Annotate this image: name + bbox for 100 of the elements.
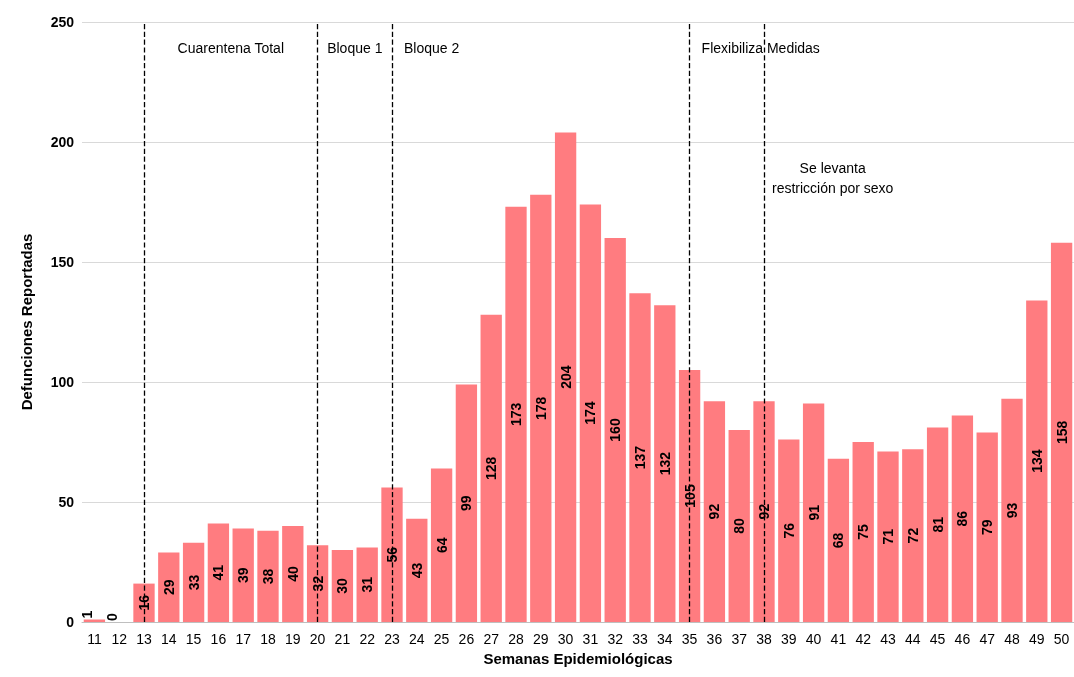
data-label: 91 — [805, 504, 822, 521]
data-label: 39 — [235, 567, 252, 583]
data-label: 80 — [731, 518, 748, 534]
x-tick-label: 17 — [235, 631, 252, 647]
data-label: 99 — [458, 495, 475, 511]
y-tick-label: 150 — [50, 254, 75, 270]
x-tick-label: 34 — [657, 631, 673, 647]
x-tick-label: 18 — [260, 631, 276, 647]
data-label: 204 — [557, 365, 574, 389]
x-tick-label: 33 — [632, 631, 648, 647]
data-label: 137 — [632, 445, 648, 470]
bar — [728, 430, 750, 622]
ref-line-label: Bloque 1 — [327, 40, 383, 56]
bar — [902, 449, 924, 622]
x-tick-label: 15 — [185, 631, 202, 647]
data-label: 128 — [483, 456, 500, 481]
x-tick-label: 39 — [781, 631, 797, 647]
bar — [356, 547, 378, 622]
bar — [678, 370, 701, 622]
data-label: 29 — [160, 579, 177, 595]
bar — [406, 518, 428, 622]
bar — [1050, 242, 1073, 622]
x-tick-label: 28 — [508, 631, 524, 647]
bar — [852, 442, 874, 622]
ref-line-label: Flexibiliza Medidas — [701, 40, 820, 56]
bar — [331, 550, 354, 622]
data-label: 178 — [532, 396, 549, 421]
data-label: 40 — [284, 566, 301, 582]
bar — [455, 384, 478, 622]
data-label: 56 — [384, 546, 400, 563]
x-tick-label: 45 — [929, 631, 946, 647]
bar — [1026, 300, 1048, 622]
x-tick-label: 25 — [433, 631, 450, 647]
bar — [604, 238, 626, 622]
data-label: 75 — [855, 524, 872, 540]
data-label: 38 — [260, 568, 276, 585]
data-label: 68 — [830, 532, 847, 549]
x-tick-label: 46 — [954, 631, 971, 647]
data-label: 72 — [904, 527, 921, 544]
x-tick-label: 48 — [1004, 631, 1020, 647]
x-tick-label: 12 — [111, 631, 128, 647]
bar — [976, 432, 998, 622]
data-label: 0 — [104, 612, 121, 621]
x-tick-label: 30 — [557, 631, 574, 647]
x-tick-label: 44 — [905, 631, 921, 647]
x-tick-label: 40 — [805, 631, 822, 647]
bar — [703, 401, 726, 622]
bar — [654, 305, 676, 622]
data-label: 31 — [359, 576, 376, 593]
data-label: 160 — [607, 418, 624, 442]
data-label: 30 — [334, 578, 351, 594]
ref-line-label: Cuarentena Total — [177, 40, 284, 56]
x-tick-label: 26 — [458, 631, 475, 647]
data-label: 134 — [1028, 449, 1045, 473]
x-tick-label: 36 — [706, 631, 723, 647]
bar — [827, 458, 850, 622]
data-label: 79 — [979, 519, 996, 535]
x-tick-label: 49 — [1029, 631, 1045, 647]
y-axis-title: Defunciones Reportadas — [18, 233, 35, 411]
data-label: 33 — [185, 574, 202, 591]
data-label: 174 — [582, 401, 599, 425]
bar — [951, 415, 974, 622]
y-tick-label: 50 — [58, 494, 75, 510]
data-label: 173 — [508, 402, 524, 427]
x-tick-label: 41 — [830, 631, 847, 647]
data-label: 158 — [1053, 420, 1070, 445]
x-tick-label: 27 — [483, 631, 500, 647]
y-tick-label: 100 — [50, 374, 75, 390]
x-tick-label: 35 — [681, 631, 698, 647]
bar — [877, 451, 899, 622]
y-tick-label: 200 — [50, 134, 75, 150]
x-tick-label: 22 — [359, 631, 376, 647]
y-tick-label: 0 — [66, 614, 75, 630]
bar — [926, 427, 949, 622]
ref-line-label: Se levanta restricción por sexo — [771, 160, 894, 196]
x-tick-label: 24 — [409, 631, 425, 647]
x-tick-label: 43 — [880, 631, 896, 647]
x-tick-label: 13 — [136, 631, 152, 647]
bar — [778, 439, 800, 622]
data-label: 92 — [706, 503, 723, 520]
x-tick-label: 32 — [607, 631, 624, 647]
x-tick-label: 50 — [1053, 631, 1070, 647]
x-tick-label: 14 — [161, 631, 177, 647]
data-label: 71 — [880, 528, 896, 545]
bar — [480, 314, 502, 622]
x-tick-label: 21 — [334, 631, 351, 647]
x-tick-label: 38 — [756, 631, 772, 647]
data-label: 64 — [433, 537, 450, 553]
bar — [158, 552, 180, 622]
ref-line-label: Bloque 2 — [404, 40, 460, 56]
x-tick-label: 42 — [855, 631, 872, 647]
bar — [505, 206, 527, 622]
y-tick-label: 250 — [50, 14, 75, 30]
data-label: 41 — [210, 564, 227, 581]
bar — [579, 204, 602, 622]
data-label: 1 — [79, 610, 96, 619]
bar — [802, 403, 825, 622]
bar — [430, 468, 453, 622]
bar — [182, 542, 205, 622]
bar — [629, 293, 651, 622]
